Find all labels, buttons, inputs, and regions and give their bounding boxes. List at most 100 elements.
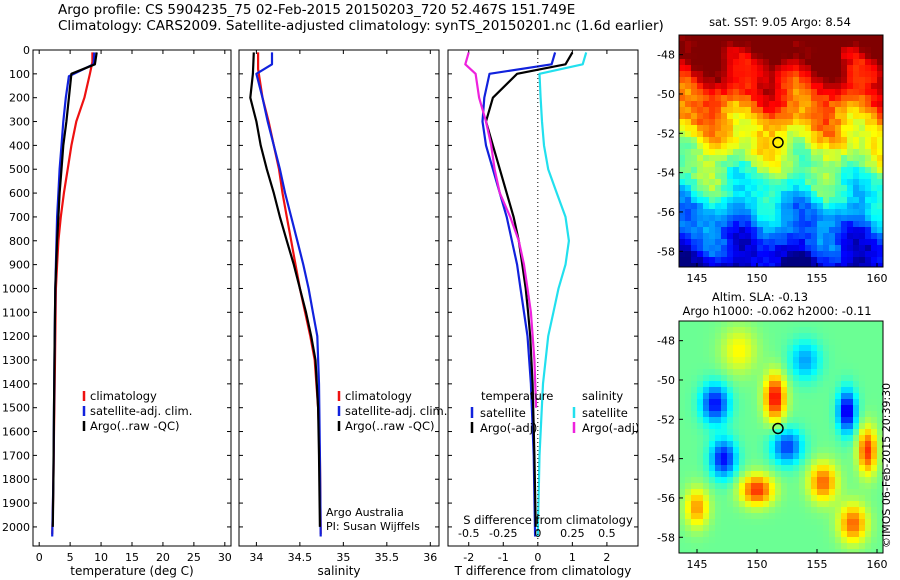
sla-map-ytick-label: -48	[657, 335, 675, 348]
sst-map-field	[679, 35, 883, 267]
sst-map-ytick-label: -52	[657, 127, 675, 140]
figure-title-line2: Climatology: CARS2009. Satellite-adjuste…	[58, 18, 664, 34]
temperature-ytick-label: 100	[9, 68, 30, 81]
series-line	[249, 52, 321, 527]
legend-label: satellite-adj. clim.	[345, 404, 447, 418]
temperature-xtick-label: 0	[36, 551, 43, 564]
legend-label: Argo(..raw -QC)	[345, 419, 435, 433]
series-line	[255, 52, 322, 537]
annotation-agency: Argo Australia	[326, 506, 404, 519]
temperature-ytick-label: 800	[9, 235, 30, 248]
imos-credit: ©IMOS 06-Feb-2015 20:39:30	[880, 383, 893, 548]
temperature-ytick-label: 400	[9, 139, 30, 152]
temperature-ytick-label: 1700	[2, 449, 30, 462]
sst-map-xtick-label: 145	[687, 272, 708, 285]
x2tick-label: 0.25	[560, 527, 585, 540]
sla-map-title: Argo h1000: -0.062 h2000: -0.11	[682, 304, 871, 318]
difference-xtick-label: 1	[569, 551, 576, 564]
temperature-ytick-label: 1600	[2, 426, 30, 439]
sst-map-ytick-label: -48	[657, 49, 675, 62]
temperature-xtick-label: 15	[125, 551, 139, 564]
sst-map-xtick-label: 150	[747, 272, 768, 285]
x2tick-label: 0.5	[598, 527, 616, 540]
sst-map-title: sat. SST: 9.05 Argo: 8.54	[709, 15, 851, 29]
temperature-ytick-label: 600	[9, 187, 30, 200]
temperature-ytick-label: 1800	[2, 473, 30, 486]
temperature-ytick-label: 200	[9, 92, 30, 105]
legend-title-temperature: temperature	[481, 389, 553, 403]
sla-map-ytick-label: -56	[657, 492, 675, 505]
temperature-ytick-label: 1500	[2, 402, 30, 415]
legend-label: Argo(-adj)	[582, 421, 639, 435]
sla-map-xtick-label: 155	[807, 558, 828, 571]
annotation-pi: PI: Susan Wijffels	[326, 520, 420, 533]
temperature-ytick-label: 1900	[2, 497, 30, 510]
x2tick-label: -0.25	[489, 527, 517, 540]
x2tick-label: 0	[534, 527, 541, 540]
sla-map-field	[679, 321, 883, 553]
legend-label: satellite	[480, 406, 526, 420]
salinity-xlabel: salinity	[317, 564, 360, 578]
legend-title-salinity: salinity	[582, 389, 623, 403]
temperature-xlabel: temperature (deg C)	[70, 564, 193, 578]
sst-map-frame	[678, 34, 884, 268]
series-line	[464, 52, 538, 408]
temperature-xtick-label: 30	[218, 551, 232, 564]
sst-map-ytick-label: -54	[657, 167, 675, 180]
legend-label: satellite-adj. clim.	[90, 404, 192, 418]
sla-map-xtick-label: 160	[867, 558, 888, 571]
figure-title-line1: Argo profile: CS 5904235_75 02-Feb-2015 …	[58, 2, 576, 18]
sla-map-ytick-label: -52	[657, 413, 675, 426]
temperature-panel: 0 5 10 15 20 25 300100200300400500600700800900…	[2, 44, 232, 578]
series-line	[536, 52, 588, 537]
temperature-xtick-label: 5	[67, 551, 74, 564]
argo-position-marker	[772, 422, 784, 435]
temperature-ytick-label: 900	[9, 259, 30, 272]
difference-xtick-label: -1	[498, 551, 509, 564]
sla-map-panel: 145 150 155 160 -48 -50 -52 -54 -56 -58 Altim. SLA…	[657, 290, 887, 571]
sst-map-xtick-label: 160	[867, 272, 888, 285]
sst-map-ytick-label: -56	[657, 206, 675, 219]
difference-frame	[447, 49, 639, 547]
sla-map-xtick-label: 145	[687, 558, 708, 571]
salinity-xtick-label: 34	[249, 551, 263, 564]
x2label: S difference from climatology	[463, 513, 633, 527]
temperature-ytick-label: 0	[23, 44, 30, 57]
temperature-ytick-label: 700	[9, 211, 30, 224]
salinity-xtick-label: 36	[423, 551, 437, 564]
legend-label: climatology	[345, 389, 412, 403]
temperature-ytick-label: 1000	[2, 282, 30, 295]
difference-panel: -2 -1 0 1 2T difference from climatology -0.5…	[447, 49, 639, 578]
difference-xtick-label: 2	[603, 551, 610, 564]
x2tick-label: -0.5	[458, 527, 479, 540]
salinity-xtick-label: 34.5	[288, 551, 313, 564]
series-line	[51, 52, 96, 537]
sla-map-frame	[678, 320, 884, 554]
sla-map-xtick-label: 150	[747, 558, 768, 571]
sst-map-ytick-label: -58	[657, 245, 675, 258]
difference-xtick-label: -2	[463, 551, 474, 564]
salinity-panel: 34 34.5 35 35.5 36 salinity climatologysatelli…	[238, 49, 447, 578]
legend-label: Argo(..raw -QC)	[90, 419, 180, 433]
sst-map-panel: 145 150 155 160 -48 -50 -52 -54 -56 -58 sat. SST: …	[657, 15, 887, 285]
temperature-xtick-label: 20	[156, 551, 170, 564]
temperature-ytick-label: 1400	[2, 378, 30, 391]
temperature-ytick-label: 300	[9, 116, 30, 129]
temperature-ytick-label: 1100	[2, 306, 30, 319]
salinity-frame	[238, 49, 440, 547]
series-line	[51, 52, 94, 535]
difference-xlabel: T difference from climatology	[454, 564, 632, 578]
series-line	[481, 52, 557, 537]
temperature-xtick-label: 25	[187, 551, 201, 564]
salinity-xtick-label: 35.5	[375, 551, 400, 564]
temperature-xtick-label: 10	[94, 551, 108, 564]
sst-map-ytick-label: -50	[657, 88, 675, 101]
legend-label: Argo(-adj)	[480, 421, 537, 435]
series-line	[484, 51, 574, 527]
sst-map-xtick-label: 155	[807, 272, 828, 285]
legend-label: climatology	[90, 389, 157, 403]
temperature-ytick-label: 2000	[2, 521, 30, 534]
series-line	[51, 52, 98, 527]
difference-xtick-label: 0	[534, 551, 541, 564]
